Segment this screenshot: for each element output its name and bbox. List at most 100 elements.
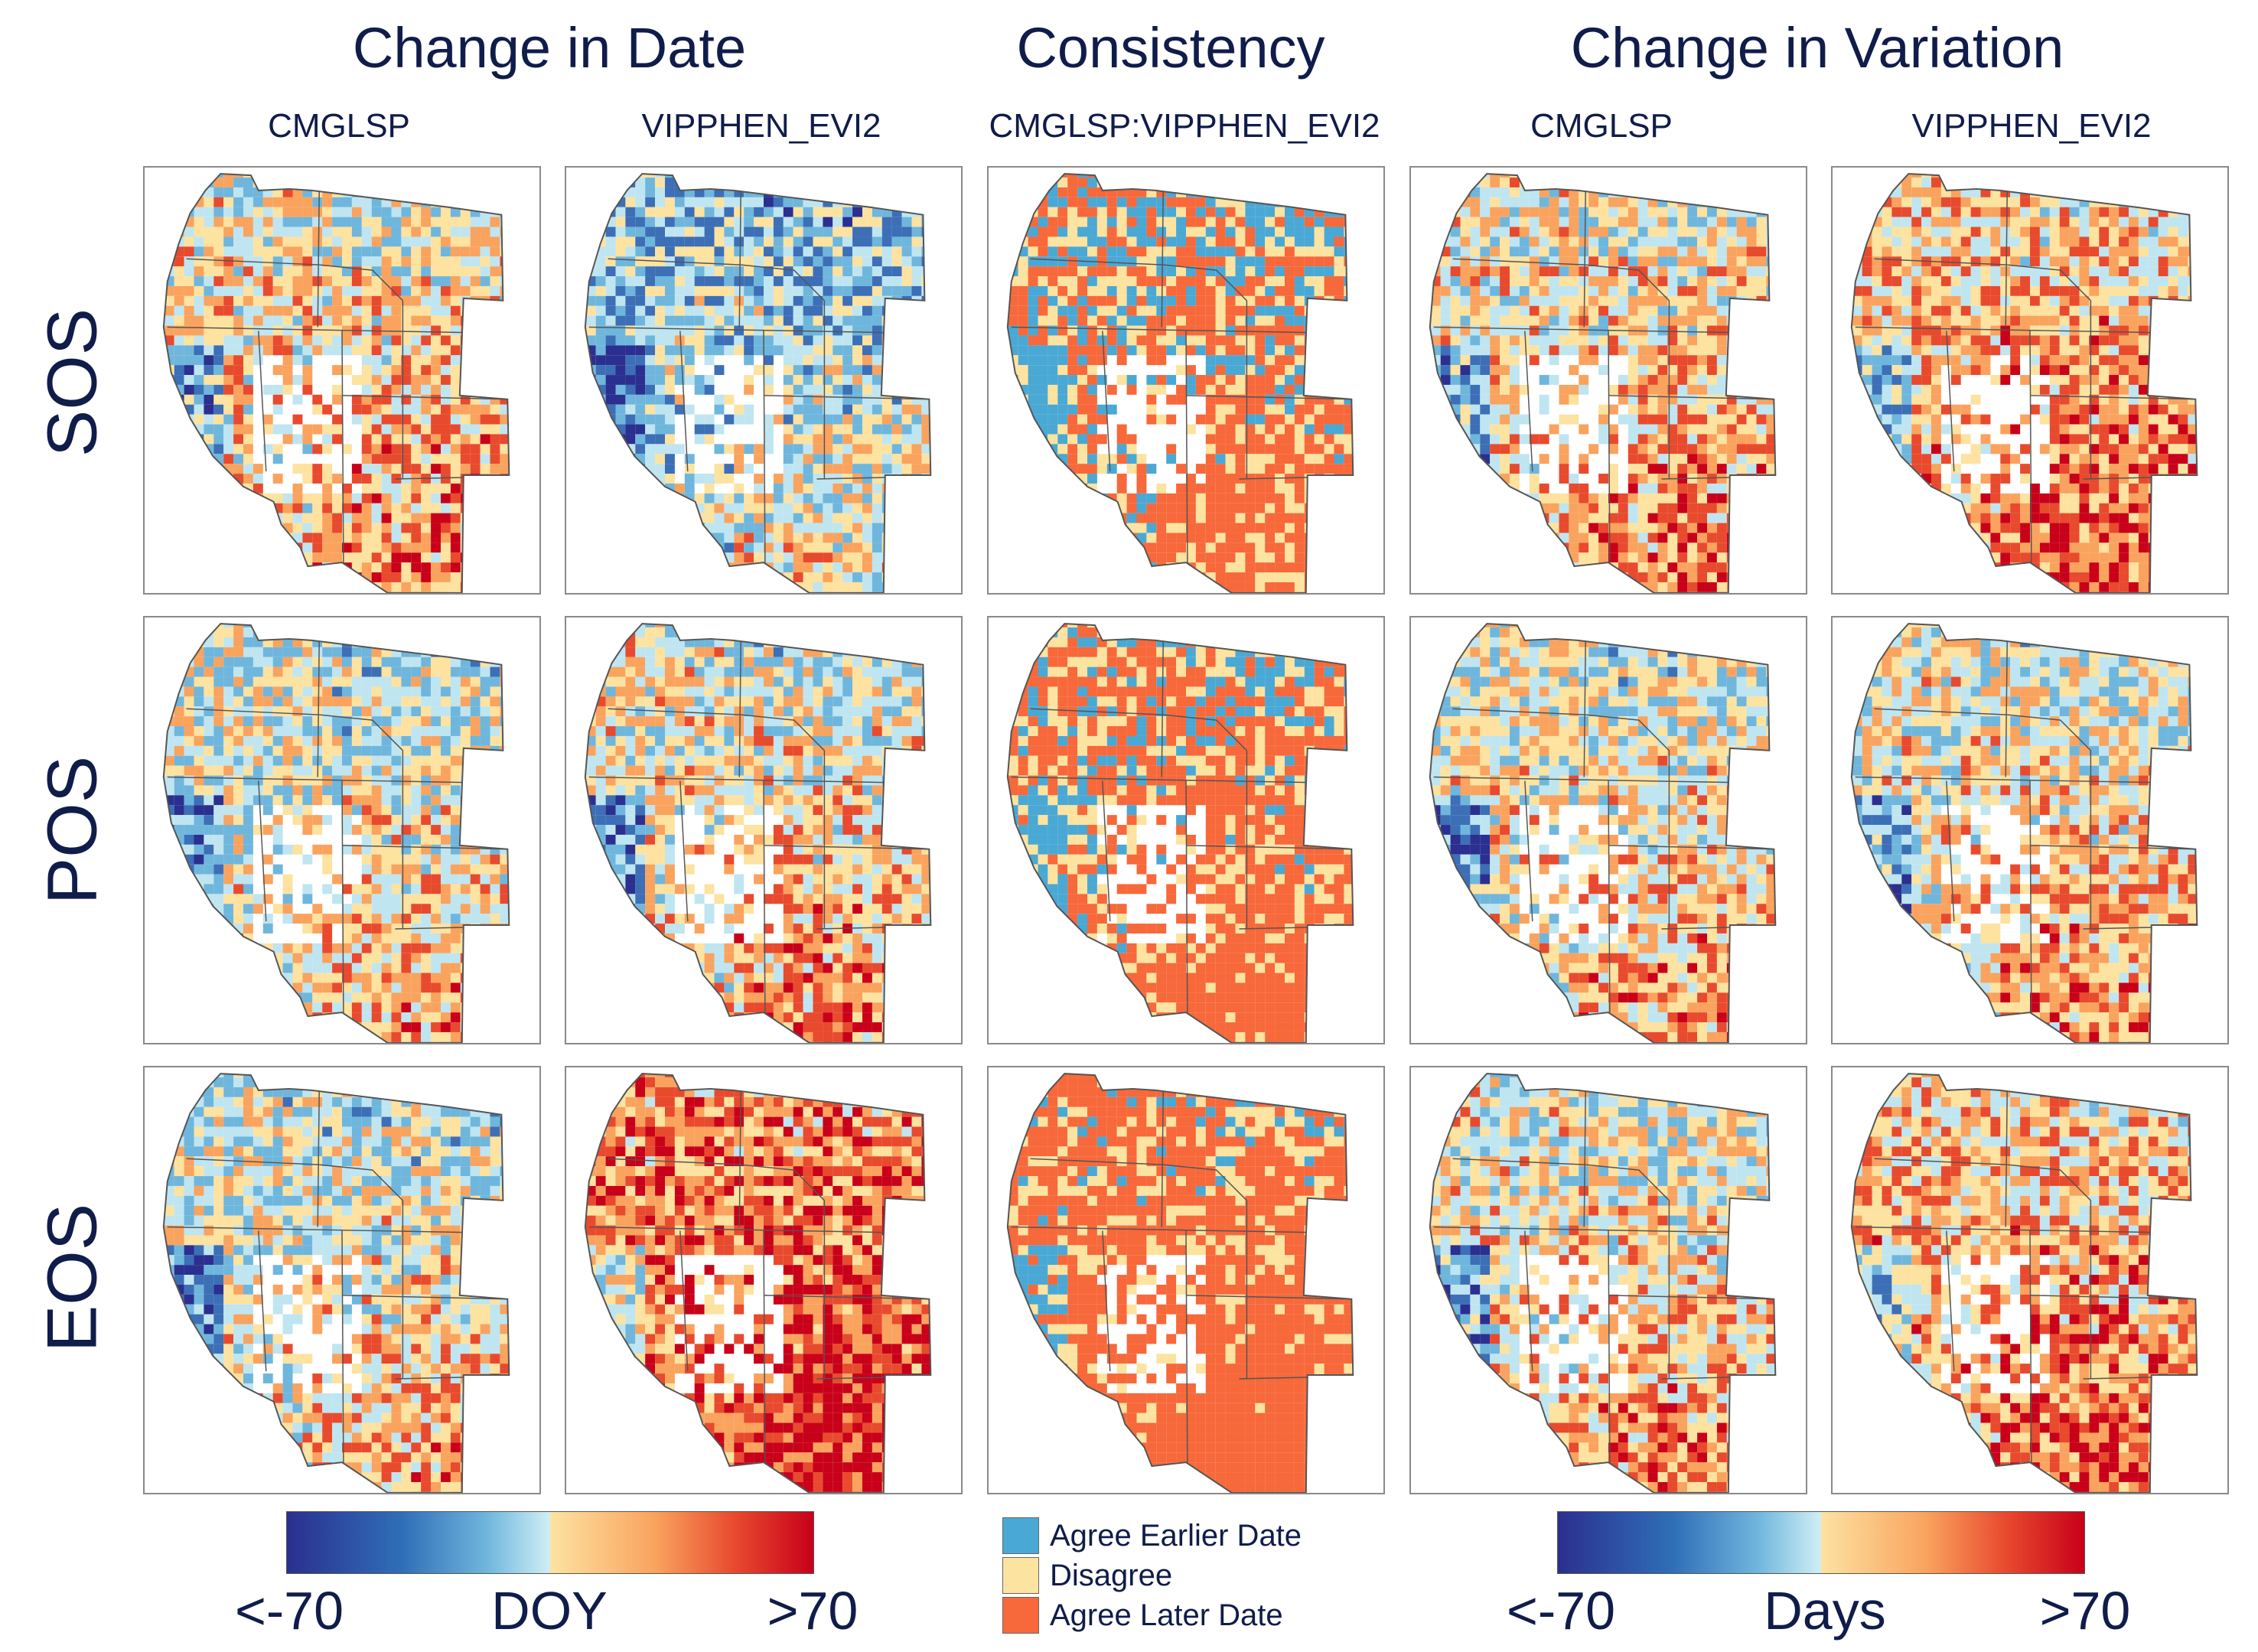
state-boundary bbox=[763, 780, 766, 1028]
state-boundary bbox=[1608, 395, 1776, 400]
variation-colorbar-unit-label: Days bbox=[1764, 1580, 1885, 1641]
state-boundary bbox=[319, 714, 403, 751]
state-boundary bbox=[1433, 776, 1768, 784]
map-svg bbox=[1429, 1073, 1777, 1493]
column-label-consistency: CMGLSP:VIPPHEN_EVI2 bbox=[989, 107, 1380, 145]
state-boundary bbox=[741, 1164, 825, 1201]
state-boundary bbox=[1433, 1226, 1768, 1234]
state-boundary bbox=[258, 780, 267, 922]
state-boundary bbox=[608, 1158, 741, 1165]
state-boundary bbox=[1030, 258, 1164, 266]
map-panel-eos-col1 bbox=[143, 1066, 541, 1494]
state-boundary bbox=[167, 326, 502, 334]
state-boundary bbox=[1946, 780, 1955, 922]
map-svg bbox=[1429, 623, 1777, 1043]
state-boundary bbox=[2029, 1230, 2032, 1478]
state-boundary bbox=[1608, 845, 1776, 850]
state-boundary bbox=[2007, 1164, 2091, 1201]
region-outline bbox=[584, 1073, 932, 1493]
state-boundary bbox=[1874, 708, 2008, 715]
state-boundary bbox=[1661, 1377, 1730, 1380]
state-boundary bbox=[2029, 780, 2032, 1028]
column-label-vipphen-date: VIPPHEN_EVI2 bbox=[641, 107, 881, 145]
state-boundary bbox=[2083, 927, 2152, 930]
state-boundary bbox=[738, 190, 741, 327]
state-boundary bbox=[1583, 1090, 1586, 1227]
map-panel-pos-col4 bbox=[1409, 616, 1807, 1044]
state-boundary bbox=[763, 395, 931, 400]
state-boundary bbox=[1583, 640, 1586, 777]
state-boundary bbox=[2005, 190, 2008, 327]
state-boundary bbox=[2007, 264, 2091, 301]
map-panel-eos-col2 bbox=[565, 1066, 963, 1494]
column-label-vipphen-variation: VIPPHEN_EVI2 bbox=[1911, 107, 2151, 145]
state-boundary bbox=[1946, 1230, 1955, 1372]
state-boundary bbox=[1030, 708, 1164, 715]
state-boundary bbox=[741, 714, 825, 751]
state-boundary bbox=[608, 258, 741, 266]
state-boundary bbox=[341, 1295, 510, 1300]
state-boundary bbox=[395, 1377, 464, 1380]
state-boundary bbox=[588, 326, 924, 334]
state-boundary bbox=[1102, 331, 1111, 472]
map-svg bbox=[1429, 173, 1777, 593]
state-boundary bbox=[1185, 395, 1354, 400]
state-boundary bbox=[319, 264, 403, 301]
state-boundary bbox=[763, 1295, 931, 1300]
state-boundary bbox=[1185, 1230, 1188, 1478]
state-boundary bbox=[2029, 845, 2198, 850]
region-outline bbox=[1429, 173, 1777, 593]
state-boundary bbox=[1161, 190, 1164, 327]
legend-label-agree-earlier: Agree Earlier Date bbox=[1050, 1519, 1302, 1553]
state-boundary bbox=[1011, 776, 1346, 784]
region-outline bbox=[1006, 1073, 1354, 1493]
state-boundary bbox=[1524, 331, 1533, 472]
state-boundary bbox=[763, 331, 766, 578]
state-boundary bbox=[1855, 1226, 2190, 1234]
state-boundary bbox=[679, 1230, 689, 1372]
title-consistency: Consistency bbox=[1016, 15, 1324, 80]
map-panel-sos-col1 bbox=[143, 166, 541, 595]
state-boundary bbox=[1583, 190, 1586, 327]
state-boundary bbox=[1855, 776, 2190, 784]
state-boundary bbox=[1524, 1230, 1533, 1372]
title-change-in-variation: Change in Variation bbox=[1571, 15, 2064, 80]
state-boundary bbox=[1874, 258, 2008, 266]
state-boundary bbox=[395, 477, 464, 480]
map-panel-eos-col5 bbox=[1831, 1066, 2229, 1494]
region-outline bbox=[1006, 623, 1354, 1043]
map-svg bbox=[1006, 173, 1354, 593]
region-outline bbox=[162, 623, 510, 1043]
state-boundary bbox=[341, 331, 344, 578]
state-boundary bbox=[816, 927, 885, 930]
map-panel-pos-col3 bbox=[987, 616, 1385, 1044]
date-colorbar-min-label: <-70 bbox=[235, 1580, 344, 1641]
state-boundary bbox=[167, 776, 502, 784]
variation-colorbar bbox=[1557, 1511, 2085, 1574]
state-boundary bbox=[1452, 258, 1586, 266]
state-boundary bbox=[1239, 477, 1308, 480]
state-boundary bbox=[679, 331, 689, 472]
state-boundary bbox=[1585, 714, 1670, 751]
state-boundary bbox=[1102, 780, 1111, 922]
state-boundary bbox=[1185, 845, 1354, 850]
state-boundary bbox=[1855, 326, 2190, 334]
state-boundary bbox=[317, 1090, 320, 1227]
state-boundary bbox=[738, 1090, 741, 1227]
map-svg bbox=[162, 1073, 510, 1493]
row-label-eos: EOS bbox=[33, 1204, 113, 1352]
state-boundary bbox=[341, 395, 510, 400]
row-label-pos: POS bbox=[33, 756, 113, 904]
state-boundary bbox=[1163, 1164, 1247, 1201]
legend-swatch-agree-earlier bbox=[1002, 1517, 1039, 1554]
variation-colorbar-min-label: <-70 bbox=[1507, 1580, 1615, 1641]
state-boundary bbox=[2029, 395, 2198, 400]
state-boundary bbox=[1163, 264, 1247, 301]
state-boundary bbox=[317, 640, 320, 777]
state-boundary bbox=[2005, 1090, 2008, 1227]
map-svg bbox=[584, 173, 932, 593]
state-boundary bbox=[317, 190, 320, 327]
map-svg bbox=[1006, 623, 1354, 1043]
state-boundary bbox=[186, 258, 320, 266]
state-boundary bbox=[341, 1230, 344, 1478]
